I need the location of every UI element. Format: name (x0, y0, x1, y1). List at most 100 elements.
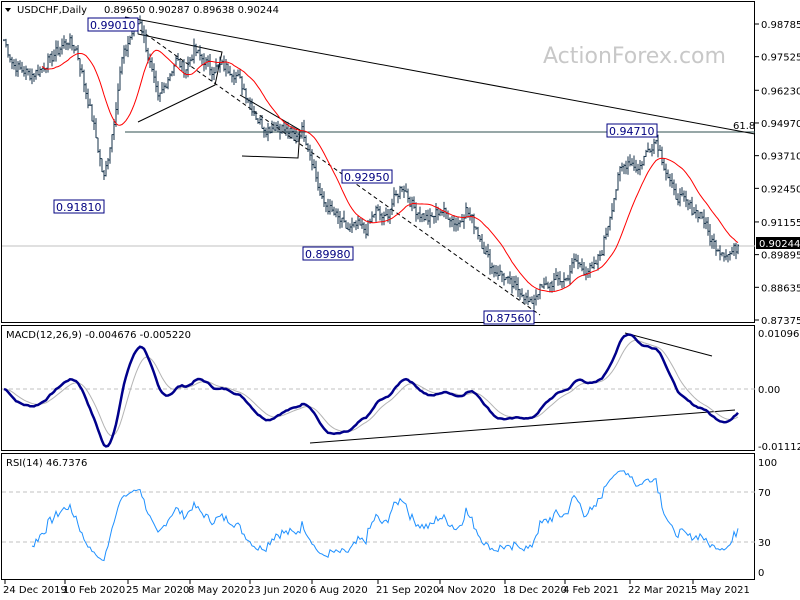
ohlc-bar (493, 264, 495, 278)
ohlc-bar (449, 217, 451, 228)
ohlc-bar (657, 134, 659, 158)
current-price-tag (756, 237, 800, 249)
ohlc-bar (339, 211, 341, 229)
ohlc-bar (215, 58, 217, 74)
y-tick-label: 0.93710 (761, 152, 800, 163)
macd-trendline (309, 409, 736, 444)
ohlc-bar (241, 76, 243, 96)
ohlc-bar (669, 173, 671, 187)
ohlc-bar (55, 40, 57, 62)
ohlc-bar (547, 281, 549, 289)
ohlc-bar (565, 277, 567, 282)
ohlc-bar (183, 59, 185, 78)
macd-signal-line (3, 339, 739, 437)
ohlc-bar (507, 275, 509, 284)
ohlc-bar (703, 209, 705, 229)
ohlc-bar (485, 246, 487, 255)
ohlc-bar (251, 98, 253, 116)
ohlc-bar (687, 199, 689, 211)
ohlc-bar (677, 193, 679, 206)
ohlc-bar (521, 288, 523, 298)
ohlc-bar (321, 187, 323, 199)
ohlc-bar (737, 244, 739, 255)
ohlc-bar (243, 83, 245, 91)
ohlc-bar (671, 173, 673, 188)
ohlc-bar (63, 35, 65, 49)
ohlc-bar (513, 276, 515, 289)
ohlc-bar (681, 187, 683, 197)
y-tick-label: 0.91155 (761, 218, 800, 229)
ohlc-bar (199, 45, 201, 61)
ohlc-bar (527, 289, 529, 306)
dropdown-triangle-icon[interactable] (5, 8, 11, 12)
ohlc-bar (409, 196, 411, 208)
ohlc-bar (181, 60, 183, 72)
ohlc-bar (19, 60, 21, 70)
ohlc-bar (51, 50, 53, 67)
ohlc-bar (425, 210, 427, 221)
ohlc-bar (191, 54, 193, 62)
x-tick-label: 21 Sep 2020 (376, 585, 439, 596)
ohlc-bar (403, 185, 405, 198)
ohlc-bar (291, 126, 293, 139)
ohlc-bar (451, 215, 453, 228)
ohlc-bar (479, 235, 481, 243)
ohlc-bar (629, 154, 631, 167)
ohlc-bar (153, 63, 155, 84)
ohlc-bar (597, 253, 599, 271)
ohlc-bar (459, 220, 461, 228)
ohlc-bar (151, 57, 153, 72)
ohlc-bar (661, 146, 663, 166)
ohlc-bar (691, 196, 693, 216)
moving-average-line (41, 49, 739, 293)
ohlc-bar (219, 56, 221, 73)
ohlc-bar (399, 185, 401, 200)
ohlc-bar (701, 211, 703, 220)
ohlc-bar (359, 218, 361, 226)
watermark: ActionForex.com (543, 44, 726, 69)
ohlc-bar (163, 82, 165, 94)
ohlc-bar (735, 242, 737, 260)
ohlc-bar (281, 124, 283, 134)
ohlc-bar (67, 42, 69, 51)
ohlc-bar (173, 63, 175, 76)
ohlc-bar (707, 216, 709, 236)
ohlc-bar (141, 20, 143, 35)
x-tick-label: 8 May 2020 (188, 585, 247, 596)
ohlc-bar (733, 243, 735, 257)
ohlc-bar (11, 56, 13, 70)
ohlc-bar (207, 55, 209, 67)
ohlc-bar (463, 214, 465, 229)
ohlc-bar (571, 258, 573, 274)
ohlc-bar (617, 172, 619, 191)
ohlc-bar (673, 179, 675, 196)
ohlc-bar (71, 35, 73, 51)
ohlc-bar (99, 149, 101, 167)
ohlc-bar (715, 239, 717, 256)
ohlc-bar (213, 67, 215, 81)
ohlc-bar (659, 144, 661, 151)
ohlc-bar (21, 61, 23, 73)
svg-text:0.92950: 0.92950 (344, 171, 390, 184)
ohlc-bar (189, 57, 191, 67)
rsi-tick-label: 0 (758, 568, 764, 579)
ohlc-bar (249, 97, 251, 110)
ohlc-bar (143, 25, 145, 44)
ohlc-bar (157, 81, 159, 101)
ohlc-bar (433, 215, 435, 224)
svg-text:0.89980: 0.89980 (305, 248, 351, 261)
wedge-pattern (239, 94, 301, 159)
ohlc-bar (651, 144, 653, 157)
ohlc-bar (73, 44, 75, 54)
ohlc-bar (81, 64, 83, 74)
ohlc-bar (609, 216, 611, 231)
ohlc-bar (85, 82, 87, 100)
label-0.92950: 0.92950 (341, 169, 393, 184)
ohlc-bar (697, 210, 699, 223)
ohlc-bar (573, 253, 575, 269)
ohlc-bar (289, 127, 291, 140)
ohlc-bar (607, 225, 609, 237)
ohlc-bar (363, 222, 365, 234)
ohlc-bar (259, 116, 261, 125)
